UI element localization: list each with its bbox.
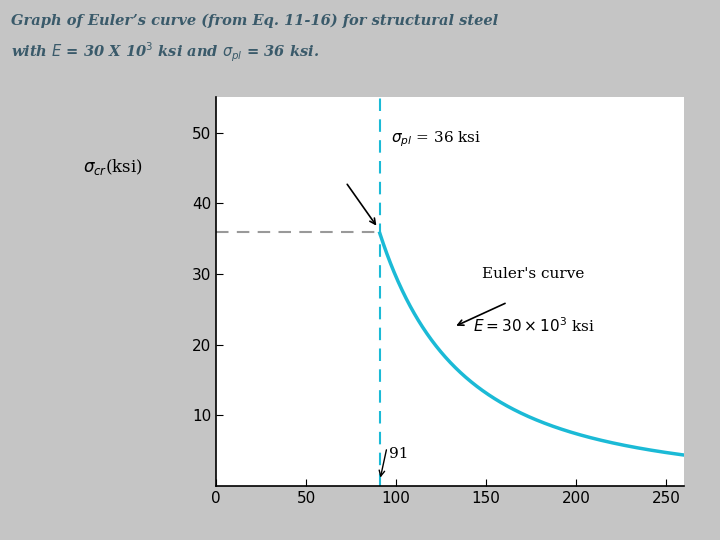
Text: $E = 30 \times 10^3$ ksi: $E = 30 \times 10^3$ ksi [474, 316, 595, 335]
Text: with $\mathit{E}$ = 30 X 10$^3$ ksi and $\sigma_{pl}$ = 36 ksi.: with $\mathit{E}$ = 30 X 10$^3$ ksi and … [11, 40, 319, 64]
Text: 91: 91 [389, 447, 408, 461]
Text: Euler's curve: Euler's curve [482, 267, 585, 281]
Text: $\sigma_{cr}$(ksi): $\sigma_{cr}$(ksi) [84, 157, 143, 177]
Text: $\sigma_{pl}$ = 36 ksi: $\sigma_{pl}$ = 36 ksi [391, 129, 481, 149]
Text: Graph of Euler’s curve (from Eq. 11-16) for structural steel: Graph of Euler’s curve (from Eq. 11-16) … [11, 14, 498, 28]
